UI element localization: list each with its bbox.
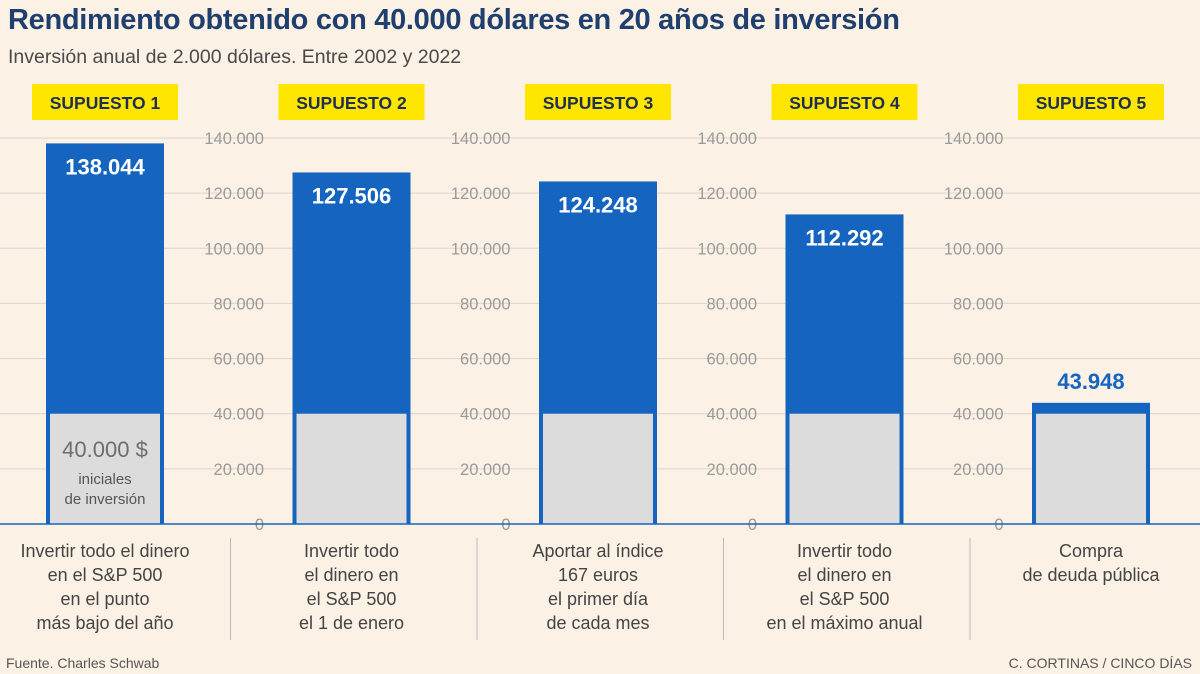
y-tick-label: 140.000 bbox=[451, 130, 511, 148]
value-label: 112.292 bbox=[805, 225, 883, 250]
bar-initial-segment bbox=[296, 413, 407, 524]
category-description-line: el S&P 500 bbox=[800, 589, 890, 609]
category-label-box bbox=[1018, 84, 1164, 120]
bar-initial-segment bbox=[789, 413, 900, 524]
y-tick-label: 40.000 bbox=[707, 406, 757, 424]
y-tick-label: 20.000 bbox=[214, 461, 264, 479]
category-description-line: de cada mes bbox=[546, 613, 649, 633]
chart-title: Rendimiento obtenido con 40.000 dólares … bbox=[8, 4, 900, 36]
y-tick-label: 0 bbox=[994, 516, 1003, 534]
y-tick-label: 100.000 bbox=[204, 240, 264, 258]
y-tick-label: 40.000 bbox=[953, 406, 1003, 424]
value-label: 43.948 bbox=[1057, 369, 1124, 394]
y-tick-label: 0 bbox=[501, 516, 510, 534]
y-tick-label: 0 bbox=[255, 516, 264, 534]
y-tick-label: 80.000 bbox=[953, 295, 1003, 313]
y-tick-label: 40.000 bbox=[214, 406, 264, 424]
category-description-line: el primer día bbox=[548, 589, 649, 609]
category-description-line: Invertir todo bbox=[797, 541, 892, 561]
y-tick-label: 100.000 bbox=[451, 240, 511, 258]
initial-investment-label: 40.000 $ bbox=[62, 437, 148, 462]
y-tick-label: 100.000 bbox=[697, 240, 757, 258]
bar-initial-segment bbox=[1036, 413, 1146, 524]
category-description-line: en el punto bbox=[60, 589, 149, 609]
source-note: Fuente. Charles Schwab bbox=[6, 655, 160, 671]
category-label: SUPUESTO 2 bbox=[296, 93, 407, 113]
y-tick-label: 20.000 bbox=[707, 461, 757, 479]
category-label-box bbox=[771, 84, 918, 120]
category-label: SUPUESTO 5 bbox=[1036, 93, 1147, 113]
bar-initial-segment bbox=[50, 413, 160, 524]
y-tick-label: 60.000 bbox=[953, 351, 1003, 369]
category-label: SUPUESTO 4 bbox=[789, 93, 900, 113]
credit-note: C. CORTINAS / CINCO DÍAS bbox=[1008, 655, 1192, 671]
y-tick-label: 140.000 bbox=[944, 130, 1004, 148]
category-description-line: Invertir todo el dinero bbox=[20, 541, 189, 561]
y-tick-label: 20.000 bbox=[953, 461, 1003, 479]
bar-initial-segment bbox=[543, 413, 653, 524]
category-description-line: más bajo del año bbox=[36, 613, 173, 633]
category-description-line: Aportar al índice bbox=[532, 541, 663, 561]
value-label: 124.248 bbox=[558, 192, 638, 217]
category-description-line: Invertir todo bbox=[304, 541, 399, 561]
value-label: 138.044 bbox=[65, 154, 145, 179]
category-description-line: el dinero en bbox=[304, 565, 398, 585]
y-tick-label: 20.000 bbox=[460, 461, 510, 479]
category-description-line: en el S&P 500 bbox=[48, 565, 163, 585]
initial-investment-sublabel: de inversión bbox=[65, 491, 146, 508]
initial-investment-sublabel: iniciales bbox=[78, 471, 131, 488]
chart-subtitle: Inversión anual de 2.000 dólares. Entre … bbox=[8, 46, 462, 68]
y-tick-label: 0 bbox=[748, 516, 757, 534]
category-description-line: de deuda pública bbox=[1022, 565, 1160, 585]
category-description-line: el 1 de enero bbox=[299, 613, 404, 633]
y-tick-label: 120.000 bbox=[451, 185, 511, 203]
y-tick-label: 140.000 bbox=[204, 130, 264, 148]
category-description-line: Compra bbox=[1059, 541, 1124, 561]
y-tick-label: 120.000 bbox=[944, 185, 1004, 203]
category-label-box bbox=[278, 84, 425, 120]
category-label-box bbox=[525, 84, 671, 120]
y-tick-label: 100.000 bbox=[944, 240, 1004, 258]
category-label: SUPUESTO 1 bbox=[50, 93, 161, 113]
y-tick-label: 60.000 bbox=[214, 351, 264, 369]
category-description-line: el dinero en bbox=[797, 565, 891, 585]
y-tick-label: 140.000 bbox=[697, 130, 757, 148]
y-tick-label: 80.000 bbox=[707, 295, 757, 313]
category-description-line: 167 euros bbox=[558, 565, 638, 585]
category-label-box bbox=[32, 84, 178, 120]
y-tick-label: 80.000 bbox=[460, 295, 510, 313]
category-description-line: en el máximo anual bbox=[766, 613, 922, 633]
category-description-line: el S&P 500 bbox=[307, 589, 397, 609]
y-tick-label: 80.000 bbox=[214, 295, 264, 313]
y-tick-label: 120.000 bbox=[697, 185, 757, 203]
category-label: SUPUESTO 3 bbox=[543, 93, 654, 113]
y-tick-label: 60.000 bbox=[460, 351, 510, 369]
y-tick-label: 60.000 bbox=[707, 351, 757, 369]
y-tick-label: 120.000 bbox=[204, 185, 264, 203]
y-tick-label: 40.000 bbox=[460, 406, 510, 424]
value-label: 127.506 bbox=[312, 183, 392, 208]
